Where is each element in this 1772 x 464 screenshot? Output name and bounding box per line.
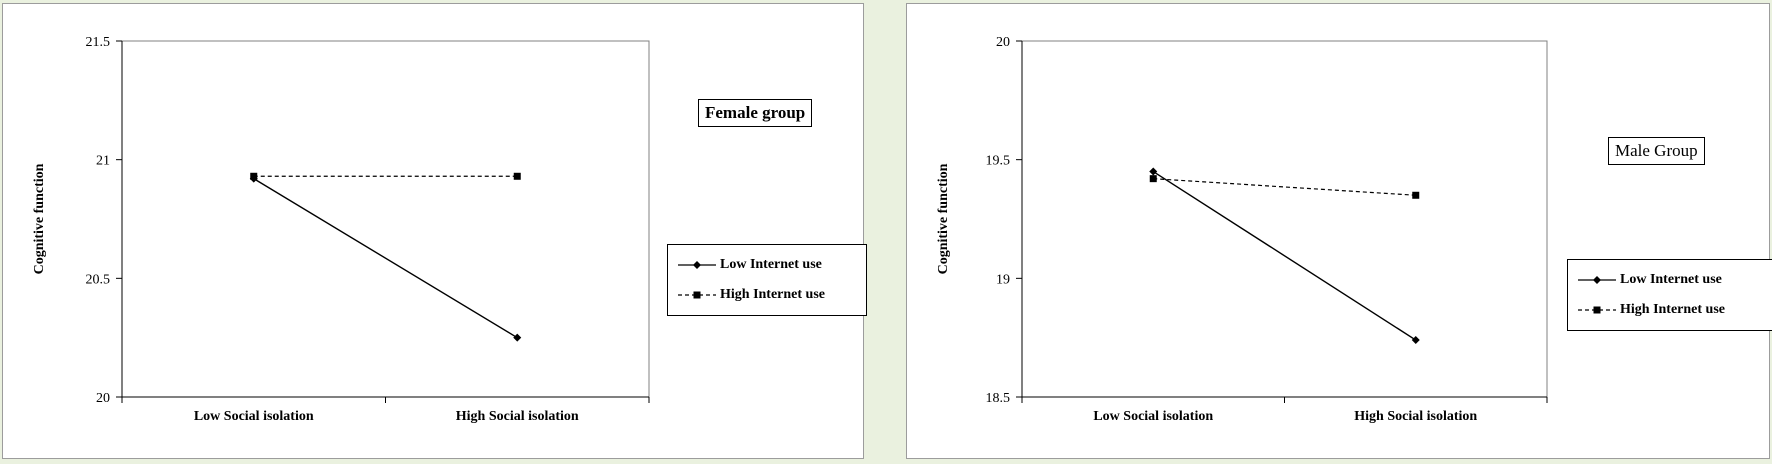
series-line-low-internet: [253, 178, 518, 339]
y-tick-label: 20: [996, 35, 1010, 50]
chart-title: Female group: [698, 99, 813, 127]
legend-swatch-dashed-square: [1578, 306, 1616, 314]
data-point-diamond: [513, 333, 522, 342]
data-point-square: [1412, 191, 1420, 199]
chart-legend: Low Internet use High Internet use: [667, 244, 867, 316]
y-tick-label: 21: [96, 154, 110, 169]
legend-label: Low Internet use: [1620, 272, 1722, 287]
y-tick-label: 20.5: [86, 272, 111, 287]
y-axis-label: Cognitive function: [936, 163, 951, 274]
y-tick-label: 18.5: [986, 391, 1011, 406]
legend-label: Low Internet use: [720, 257, 822, 272]
x-tick-label: Low Social isolation: [1093, 409, 1213, 424]
legend-label: High Internet use: [1620, 302, 1725, 317]
plot-area-frame: [1021, 40, 1548, 398]
y-axis-label: Cognitive function: [32, 163, 47, 274]
x-tick-label: High Social isolation: [456, 409, 579, 424]
data-point-diamond: [1149, 167, 1158, 176]
data-point-square: [250, 172, 258, 180]
legend-swatch-solid-diamond: [1578, 276, 1616, 284]
y-tick-label: 20: [96, 391, 110, 406]
chart-plot-male: 20 19.5 19 18.5 Low Social isolation High Soc…: [936, 35, 1548, 424]
legend-item-low-internet: Low Internet use: [1578, 265, 1764, 295]
legend-item-high-internet: High Internet use: [1578, 295, 1764, 325]
y-tick-label: 19: [996, 272, 1010, 287]
legend-label: High Internet use: [720, 287, 825, 302]
data-point-diamond: [1411, 336, 1420, 345]
legend-item-high-internet: High Internet use: [678, 280, 856, 310]
x-tick-label: Low Social isolation: [194, 409, 314, 424]
chart-legend: Low Internet use High Internet use: [1567, 259, 1772, 331]
legend-swatch-dashed-square: [678, 291, 716, 299]
plot-area-frame: [121, 40, 650, 398]
y-tick-label: 19.5: [986, 154, 1011, 169]
chart-panel-female: 21.5 21 20.5 20 Low Social isolation High Soc…: [2, 3, 867, 459]
data-point-square: [1149, 175, 1157, 183]
series-line-high-internet: [1153, 178, 1416, 196]
data-point-square: [513, 172, 521, 180]
chart-title: Male Group: [1608, 137, 1705, 165]
chart-plot-female: 21.5 21 20.5 20 Low Social isolation High Soc…: [32, 35, 650, 424]
series-line-low-internet: [1152, 170, 1417, 341]
chart-panel-male: 20 19.5 19 18.5 Low Social isolation High Soc…: [906, 3, 1772, 459]
y-tick-label: 21.5: [86, 35, 111, 50]
legend-item-low-internet: Low Internet use: [678, 250, 856, 280]
x-tick-label: High Social isolation: [1354, 409, 1477, 424]
legend-swatch-solid-diamond: [678, 261, 716, 269]
